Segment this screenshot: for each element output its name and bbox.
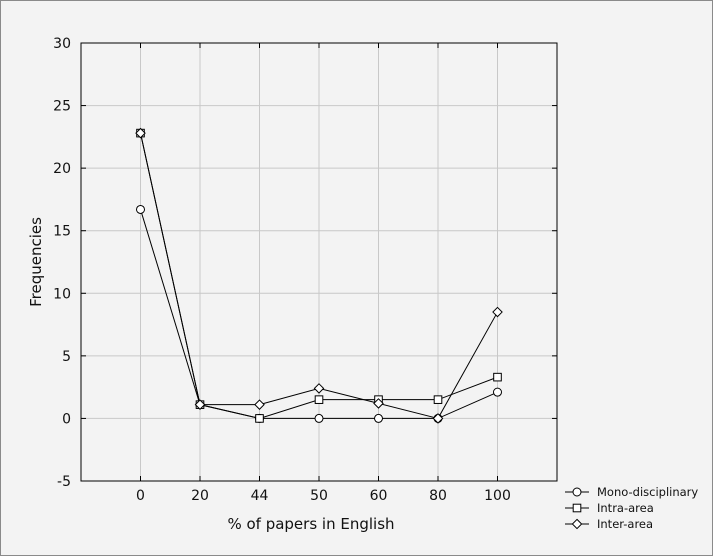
series-markers [135,127,503,424]
y-axis: -5 0 5 10 15 20 25 30 [53,36,557,490]
x-tick-label: 100 [484,488,511,504]
x-tick-label: 50 [310,488,328,504]
data-point-square [433,395,443,404]
y-tick-label: 25 [53,99,71,115]
y-tick-label: 20 [53,161,71,177]
legend: Mono-disciplinary Intra-area Inter-area [565,485,698,531]
x-tick-label: 44 [251,488,269,504]
data-point-diamond [432,413,444,424]
y-tick-label: 30 [53,36,71,52]
y-axis-label: Frequencies [27,217,45,307]
legend-label: Mono-disciplinary [597,485,698,499]
legend-label: Intra-area [597,501,654,515]
data-point-circle [374,413,383,423]
data-point-square [314,395,324,404]
data-point-circle [136,204,145,214]
diamond-icon [571,518,583,530]
data-point-diamond [135,127,146,139]
y-tick-label: 10 [53,286,71,302]
data-point-diamond [373,398,384,409]
data-point-diamond [254,399,265,410]
legend-item: Mono-disciplinary [565,485,698,499]
data-point-square [255,414,264,423]
data-point-circle [314,413,324,423]
x-tick-label: 0 [136,488,145,504]
y-tick-label: -5 [57,474,71,490]
legend-item: Inter-area [565,517,653,531]
x-tick-label: 80 [429,488,447,504]
data-point-square [493,372,502,382]
y-tick-label: 0 [62,411,71,427]
circle-icon [572,487,582,497]
data-point-diamond [194,399,206,410]
data-point-diamond [313,383,325,394]
data-point-diamond [492,306,503,318]
x-tick-label: 60 [370,488,388,504]
square-icon [572,503,582,513]
legend-label: Inter-area [597,517,653,531]
x-axis-label: % of papers in English [227,515,394,533]
y-tick-label: 5 [62,349,71,365]
data-point-circle [493,387,502,397]
legend-item: Intra-area [565,501,654,515]
x-axis: 0 20 44 50 60 80 100 [136,43,511,504]
y-tick-label: 15 [53,224,71,240]
x-tick-label: 20 [191,488,209,504]
